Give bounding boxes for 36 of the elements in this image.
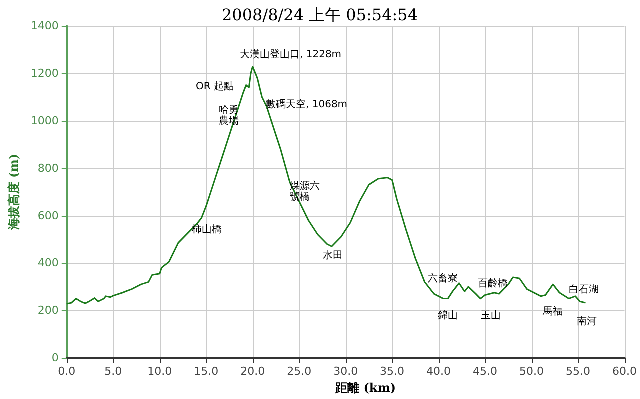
annotation: 數碼天空, 1068m	[266, 98, 348, 110]
x-tick-label: 5.0	[104, 365, 122, 378]
annotation: 柿山橋	[192, 224, 222, 236]
x-tick-label: 40.0	[426, 365, 452, 378]
annotation: 錦山	[438, 310, 458, 322]
x-tick-label: 60.0	[612, 365, 638, 378]
y-axis-title: 海拔高度 (m)	[7, 154, 21, 232]
y-tick-label: 1400	[30, 20, 59, 32]
annotation: 玉山	[481, 310, 501, 322]
x-tick-label: 50.0	[520, 365, 544, 378]
x-tick-label: 35.0	[380, 365, 405, 378]
x-tick-label: 55.0	[566, 365, 591, 378]
y-tick-label: 600	[38, 209, 59, 222]
y-tick-label: 400	[38, 256, 59, 270]
y-tick-label: 0	[52, 352, 59, 365]
x-tick-label: 30.0	[334, 365, 358, 378]
x-tick-label: 10.0	[148, 365, 172, 378]
y-tick-label: 800	[38, 162, 59, 175]
x-axis-title: 距離 (km)	[334, 381, 396, 395]
annotation: 六畜寮	[428, 272, 458, 284]
x-tick-label: 45.0	[473, 365, 498, 378]
y-tick-label: 1000	[30, 114, 59, 128]
annotation: 白石湖	[569, 284, 599, 296]
annotation: 馬福	[542, 306, 563, 318]
annotation: 南河	[577, 316, 597, 328]
x-tick-label: 15.0	[194, 365, 219, 378]
x-tick-label: 25.0	[287, 365, 312, 378]
y-tick-label: 200	[38, 304, 59, 318]
y-tick-label: 1200	[30, 66, 59, 80]
chart-title: 2008/8/24 上午 05:54:54	[222, 6, 418, 24]
annotation: 大漢山登山口, 1228m	[240, 48, 342, 60]
x-tick-label: 20.0	[240, 365, 266, 378]
x-tick-label: 0.0	[58, 365, 76, 378]
annotation: 水田	[323, 250, 343, 262]
annotation: 百齡橋	[478, 278, 508, 290]
annotation: OR 起點	[196, 80, 234, 92]
